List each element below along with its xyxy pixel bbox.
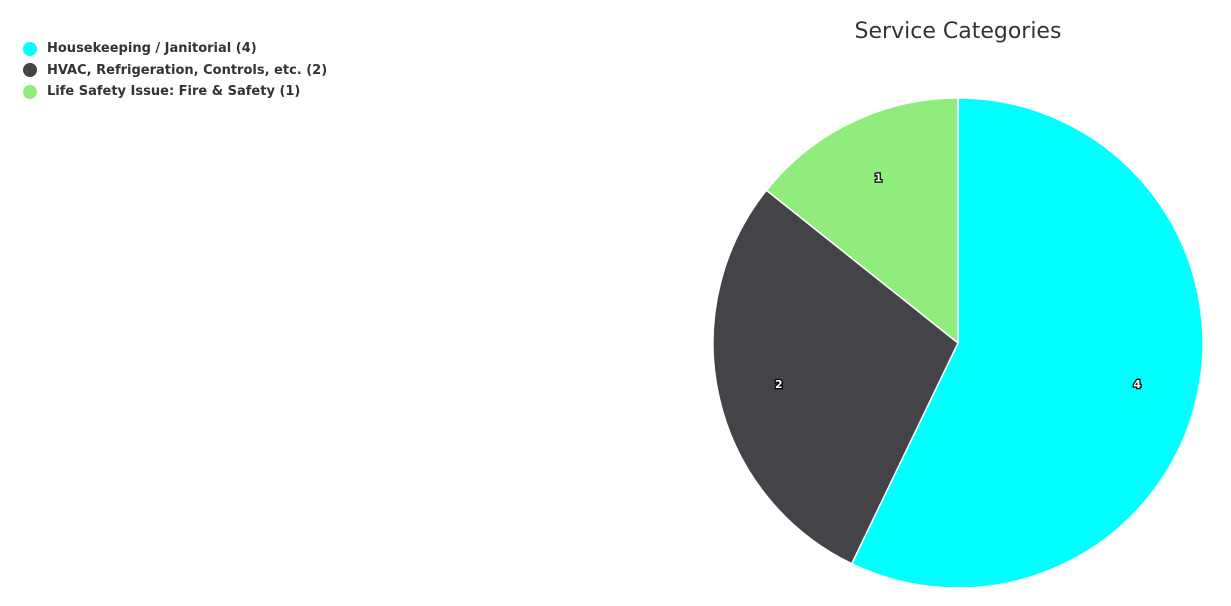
pie-labels: 4 2 1 (774, 170, 1143, 392)
legend-item-life-safety[interactable]: Life Safety Issue: Fire & Safety (1) (23, 81, 327, 103)
legend-label: HVAC, Refrigeration, Controls, etc. (2) (47, 62, 328, 78)
pie-slice-2[interactable] (765, 97, 959, 345)
chart-title: Service Categories (854, 19, 1062, 44)
legend-label: Life Safety Issue: Fire & Safety (1) (47, 84, 301, 100)
chart-legend: Housekeeping / Janitorial (4) HVAC, Refr… (23, 38, 327, 103)
pie-data-label: 4 (1133, 378, 1141, 391)
pie-slices (712, 97, 1204, 589)
legend-dot-icon (23, 84, 37, 99)
pie-data-label: 1 (874, 171, 882, 184)
legend-label: Housekeeping / Janitorial (4) (47, 41, 257, 57)
legend-item-hvac[interactable]: HVAC, Refrigeration, Controls, etc. (2) (23, 60, 327, 82)
legend-dot-icon (23, 63, 37, 78)
pie-slice-1[interactable] (712, 189, 959, 565)
legend-item-housekeeping[interactable]: Housekeeping / Janitorial (4) (23, 38, 327, 60)
pie-slice-0[interactable] (850, 97, 1204, 589)
pie-data-label: 2 (775, 378, 783, 391)
legend-dot-icon (23, 41, 37, 56)
